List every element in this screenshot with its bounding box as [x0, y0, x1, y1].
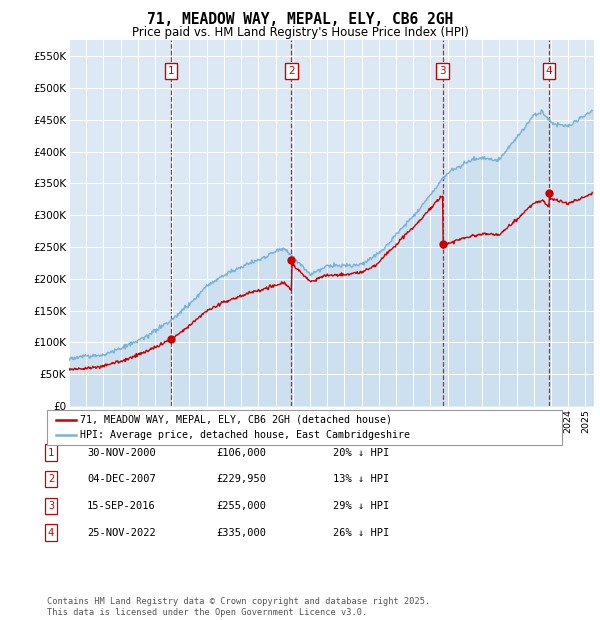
- Text: HPI: Average price, detached house, East Cambridgeshire: HPI: Average price, detached house, East…: [80, 430, 410, 440]
- Text: £255,000: £255,000: [216, 501, 266, 511]
- Text: 1: 1: [48, 448, 54, 458]
- Text: 15-SEP-2016: 15-SEP-2016: [87, 501, 156, 511]
- Text: Contains HM Land Registry data © Crown copyright and database right 2025.
This d: Contains HM Land Registry data © Crown c…: [47, 598, 430, 617]
- Text: 25-NOV-2022: 25-NOV-2022: [87, 528, 156, 538]
- Text: 4: 4: [48, 528, 54, 538]
- Text: 29% ↓ HPI: 29% ↓ HPI: [333, 501, 389, 511]
- Text: £106,000: £106,000: [216, 448, 266, 458]
- Text: £229,950: £229,950: [216, 474, 266, 484]
- Text: 71, MEADOW WAY, MEPAL, ELY, CB6 2GH: 71, MEADOW WAY, MEPAL, ELY, CB6 2GH: [147, 12, 453, 27]
- Text: 30-NOV-2000: 30-NOV-2000: [87, 448, 156, 458]
- Text: 71, MEADOW WAY, MEPAL, ELY, CB6 2GH (detached house): 71, MEADOW WAY, MEPAL, ELY, CB6 2GH (det…: [80, 415, 392, 425]
- Text: 1: 1: [167, 66, 174, 76]
- Text: 04-DEC-2007: 04-DEC-2007: [87, 474, 156, 484]
- Text: Price paid vs. HM Land Registry's House Price Index (HPI): Price paid vs. HM Land Registry's House …: [131, 26, 469, 39]
- Text: 4: 4: [546, 66, 553, 76]
- Text: 2: 2: [48, 474, 54, 484]
- Text: 3: 3: [439, 66, 446, 76]
- Text: 3: 3: [48, 501, 54, 511]
- Text: £335,000: £335,000: [216, 528, 266, 538]
- Text: 2: 2: [288, 66, 295, 76]
- Text: 13% ↓ HPI: 13% ↓ HPI: [333, 474, 389, 484]
- Text: 26% ↓ HPI: 26% ↓ HPI: [333, 528, 389, 538]
- Text: 20% ↓ HPI: 20% ↓ HPI: [333, 448, 389, 458]
